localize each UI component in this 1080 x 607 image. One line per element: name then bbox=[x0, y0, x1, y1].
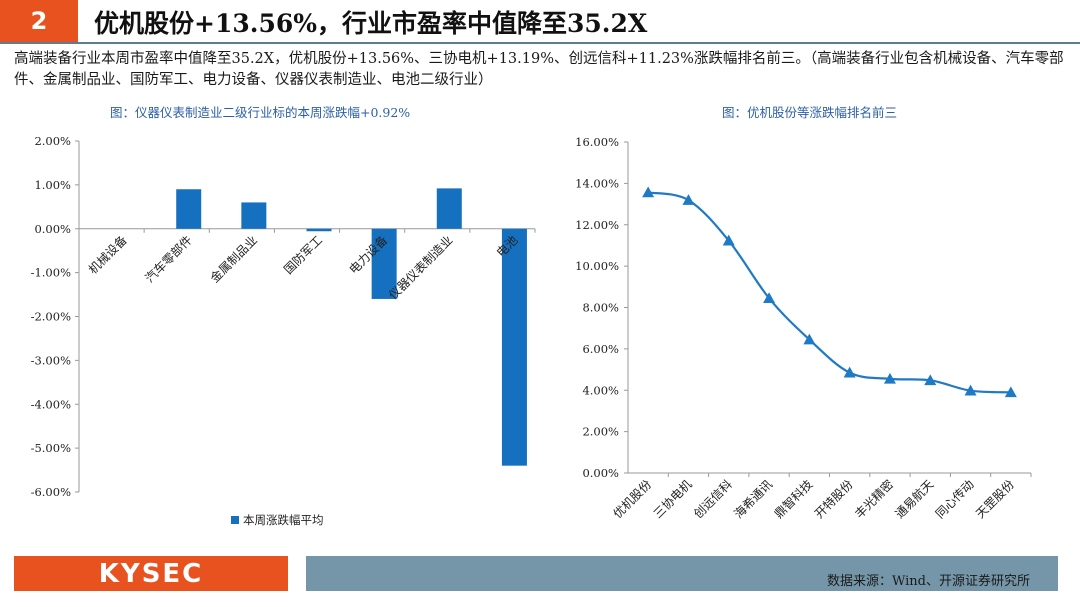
bar-y-tick-label: 0.00% bbox=[34, 222, 71, 236]
line-y-tick-label: 14.00% bbox=[575, 176, 619, 190]
line-y-tick-label: 6.00% bbox=[582, 342, 619, 356]
line-point-三协电机 bbox=[682, 194, 695, 205]
kysec-logo: KYSEC bbox=[14, 556, 288, 591]
line-y-tick-label: 16.00% bbox=[575, 135, 619, 149]
line-point-丰光精密 bbox=[883, 372, 896, 384]
line-point-开特股份 bbox=[843, 366, 856, 378]
bar-汽车零部件 bbox=[176, 189, 202, 229]
line-chart: 0.00% 2.00% 4.00% 6.00% 8.00% 10.00% 12.00% 14.… bbox=[575, 135, 1032, 522]
page-title: 优机股份+13.56%，行业市盈率中值降至35.2X bbox=[94, 9, 648, 38]
bar-y-tick-label: -6.00% bbox=[31, 485, 71, 499]
bar-y-tick-label: -5.00% bbox=[31, 441, 71, 455]
line-y-tick-label: 2.00% bbox=[582, 425, 619, 439]
bar-y-tick-label: -3.00% bbox=[31, 353, 71, 367]
line-point-优机股份 bbox=[642, 186, 655, 198]
bar-y-tick-label: -1.00% bbox=[31, 266, 71, 280]
line-point-海希通讯 bbox=[763, 292, 776, 303]
line-series-path bbox=[647, 191, 1011, 394]
line-point-创远信科 bbox=[722, 234, 735, 246]
bar-仪器仪表制造业 bbox=[436, 188, 462, 229]
section-number: 2 bbox=[0, 0, 78, 42]
line-category-label: 通易航天 bbox=[892, 477, 937, 522]
line-y-tick-label: 0.00% bbox=[582, 466, 619, 480]
line-y-tick-label: 4.00% bbox=[582, 383, 619, 397]
line-category-label: 海希通讯 bbox=[731, 477, 776, 522]
bar-y-tick-label: -2.00% bbox=[31, 310, 71, 324]
description-text: 高端装备行业本周市盈率中值降至35.2X，优机股份+13.56%、三协电机+13… bbox=[14, 51, 1064, 88]
line-category-label: 三协电机 bbox=[650, 477, 695, 522]
line-y-tick-label: 12.00% bbox=[575, 218, 619, 232]
source-note: 数据来源：Wind、开源证券研究所 bbox=[827, 574, 1030, 589]
bar-国防军工 bbox=[306, 228, 332, 232]
bar-chart-title: 图：仪器仪表制造业二级行业标的本周涨跌幅+0.92% bbox=[110, 105, 411, 120]
line-y-tick-label: 8.00% bbox=[582, 301, 619, 315]
header: 2 优机股份+13.56%，行业市盈率中值降至35.2X bbox=[0, 0, 1080, 44]
line-point-天罡股份 bbox=[1004, 386, 1017, 398]
bar-电池 bbox=[501, 228, 527, 466]
footer-bar bbox=[306, 556, 1058, 591]
bar-y-tick-label: -4.00% bbox=[31, 397, 71, 411]
line-category-label: 同心传动 bbox=[932, 477, 977, 522]
bar-y-tick-label: 2.00% bbox=[34, 134, 71, 148]
line-chart-title: 图：优机股份等涨跌幅排名前三 bbox=[722, 105, 898, 120]
bar-legend-swatch bbox=[231, 516, 239, 524]
line-category-label: 优机股份 bbox=[610, 477, 654, 521]
line-category-label: 鼎智科技 bbox=[771, 477, 816, 522]
line-point-同心传动 bbox=[964, 384, 977, 396]
bar-y-tick-label: 1.00% bbox=[34, 178, 71, 192]
line-category-label: 开特股份 bbox=[811, 477, 856, 522]
line-category-label: 天罡股份 bbox=[973, 477, 1017, 521]
bar-chart: 2.00% 1.00% 0.00% -1.00% -2.00% -3.00% -4.00% -… bbox=[31, 134, 536, 527]
line-point-鼎智科技 bbox=[803, 333, 816, 345]
line-category-label: 创远信科 bbox=[691, 477, 735, 521]
bar-金属制品业 bbox=[241, 202, 267, 229]
bar-legend-label: 本周涨跌幅平均 bbox=[243, 513, 324, 527]
line-category-label: 丰光精密 bbox=[852, 477, 897, 522]
bar-电力设备 bbox=[371, 228, 397, 299]
line-point-通易航天 bbox=[924, 374, 937, 386]
line-y-tick-label: 10.00% bbox=[575, 259, 619, 273]
header-rule bbox=[0, 42, 1080, 44]
